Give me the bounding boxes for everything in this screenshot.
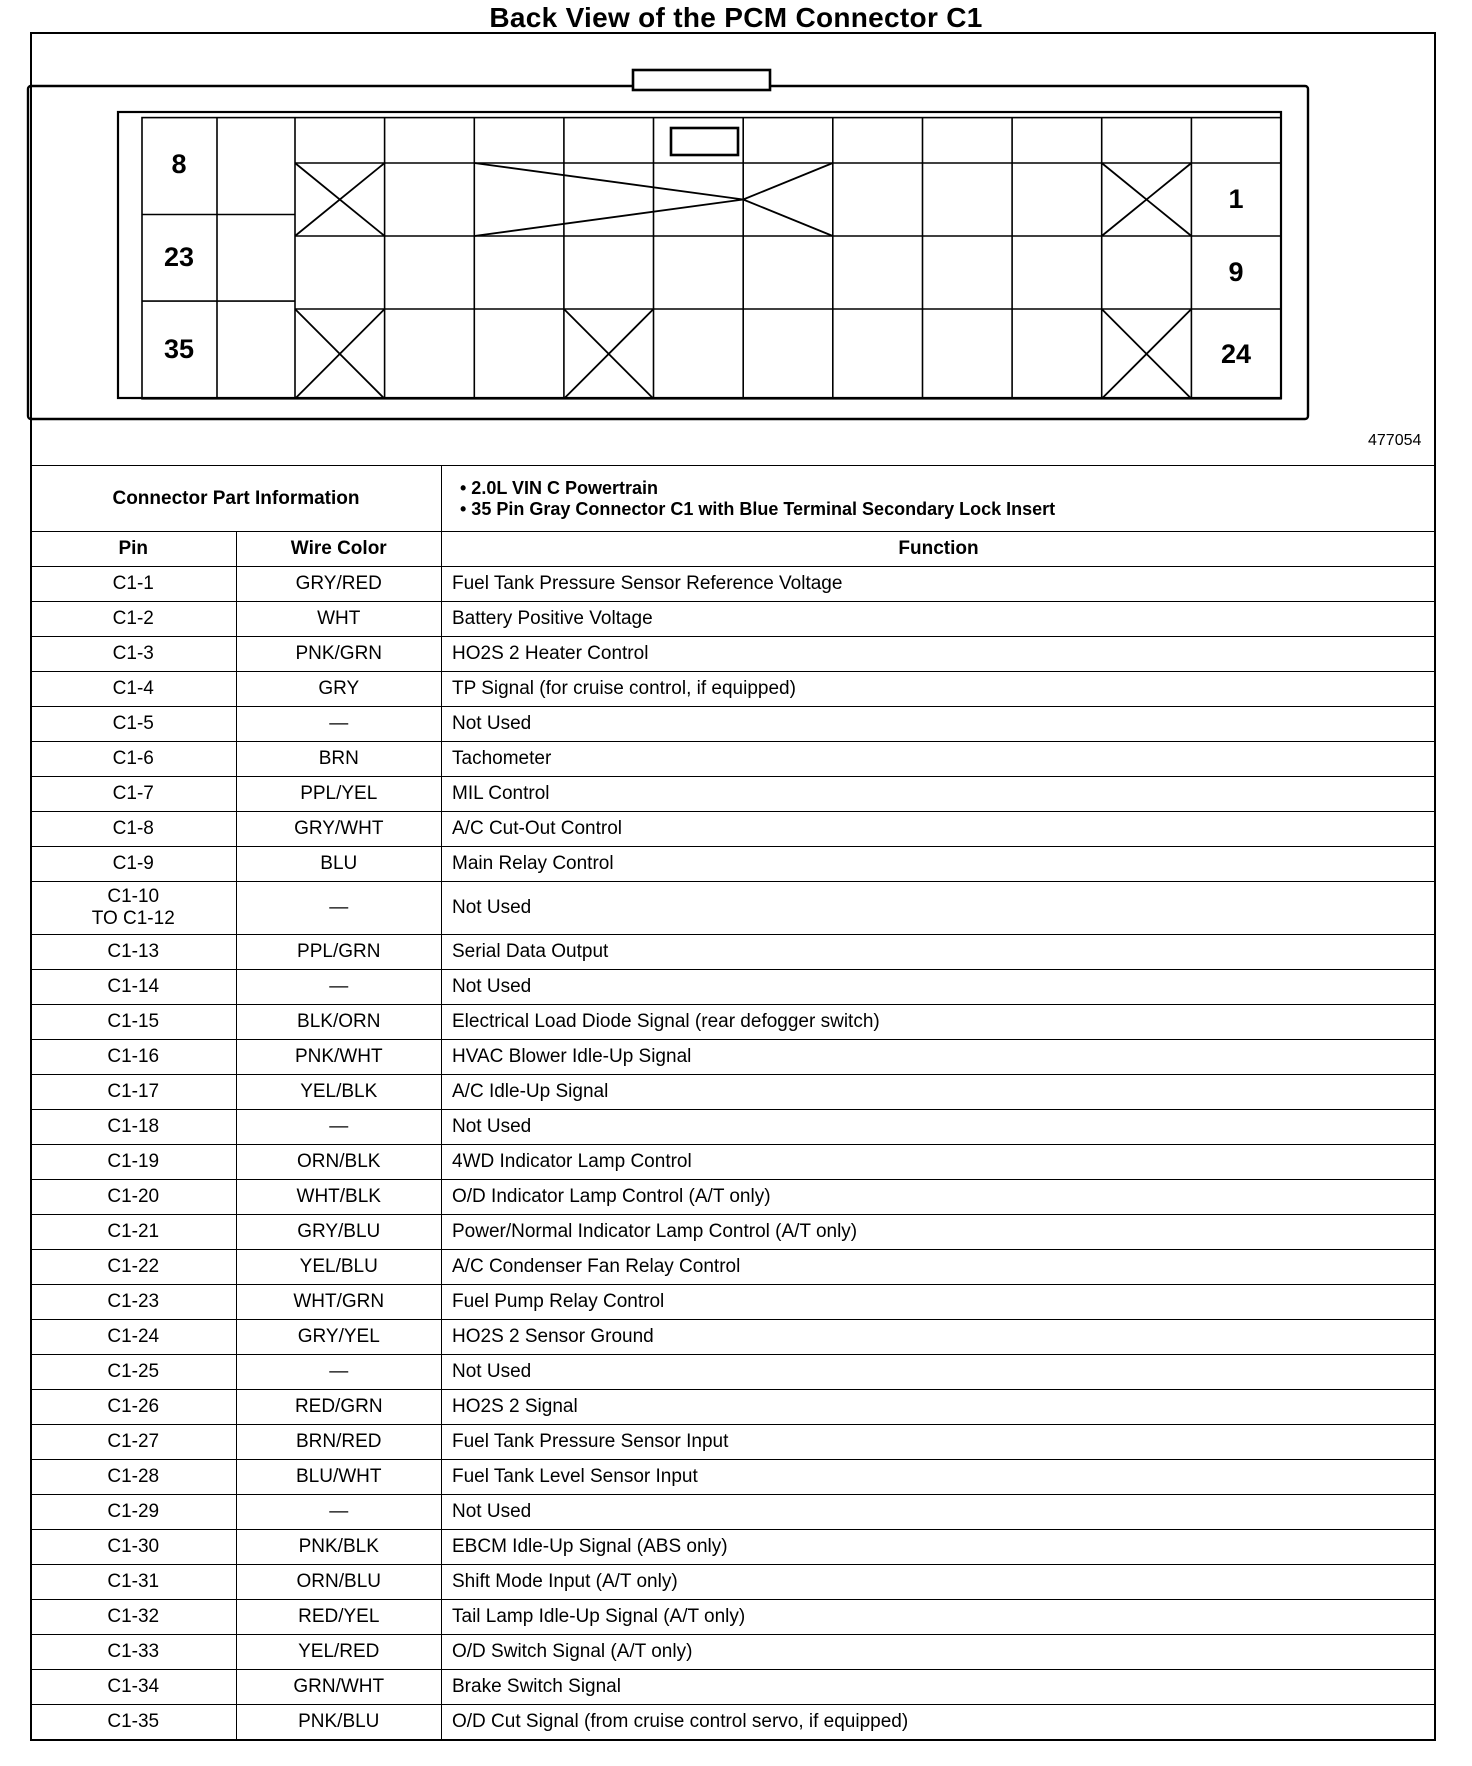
svg-text:1: 1 xyxy=(1228,184,1243,214)
svg-text:9: 9 xyxy=(1228,257,1243,287)
svg-text:24: 24 xyxy=(1221,339,1251,369)
svg-text:8: 8 xyxy=(171,149,186,179)
svg-text:23: 23 xyxy=(164,242,194,272)
svg-text:35: 35 xyxy=(164,334,194,364)
